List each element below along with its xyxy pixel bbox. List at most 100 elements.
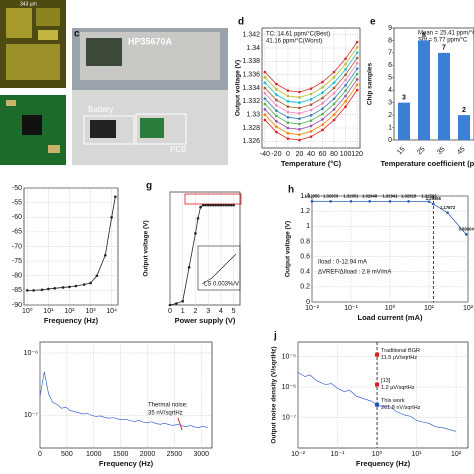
battery	[90, 120, 116, 138]
marker	[229, 203, 233, 207]
x-axis-label: Power supply (V)	[175, 316, 236, 325]
y-axis-label: Output voltage (V)	[285, 221, 292, 277]
annotation: TC: 14.61 ppm/°C(Best)	[266, 32, 330, 38]
x-tick-label: 4	[219, 308, 223, 315]
marker	[298, 106, 301, 110]
marker	[321, 102, 324, 105]
x-tick-label: 10⁰	[372, 450, 383, 458]
y-tick-label: -70	[12, 243, 22, 250]
marker	[309, 124, 313, 128]
marker	[263, 113, 267, 116]
marker	[309, 103, 313, 106]
data-label: 1.29366	[426, 196, 442, 201]
marker	[344, 89, 347, 92]
x-tick-label: 25	[416, 146, 427, 157]
data-label: 1.32953	[323, 193, 339, 198]
marker	[332, 113, 336, 116]
plot-frame	[23, 187, 119, 306]
y-tick-label: -90	[12, 302, 22, 309]
x-tick-label: -40	[260, 151, 270, 158]
marker	[286, 110, 290, 114]
marker	[103, 253, 107, 257]
panel-label: d	[238, 17, 244, 28]
x-tick-label: 10²	[64, 308, 75, 315]
marker	[32, 289, 35, 292]
x-tick-label: 15	[396, 146, 407, 157]
y-tick-label: 1.34	[246, 45, 260, 52]
marker	[332, 86, 336, 90]
marker	[321, 80, 324, 84]
line	[311, 200, 467, 235]
x-tick-label: 2500	[167, 451, 183, 458]
x-tick-label: 10¹	[424, 305, 435, 312]
marker	[329, 200, 332, 203]
marker	[309, 87, 313, 90]
marker	[332, 102, 336, 106]
x-tick-label: -20	[271, 151, 281, 158]
x-tick-label: 0	[286, 151, 290, 158]
marker	[263, 108, 267, 111]
y-tick-label: 1.342	[242, 32, 260, 39]
marker	[286, 137, 290, 140]
y-tick-label: 1.328	[242, 125, 260, 132]
marker	[332, 92, 336, 95]
marker	[344, 68, 347, 71]
marker	[224, 203, 228, 207]
x-tick-label: 0	[168, 308, 172, 315]
line	[39, 371, 208, 429]
y-tick-label: 0.4	[300, 269, 310, 276]
marker	[355, 83, 359, 86]
data-label: 3	[402, 95, 406, 102]
instrument-label: HP35670A	[128, 36, 173, 46]
marker	[263, 118, 267, 122]
x-axis-label: Load current (mA)	[357, 313, 423, 322]
data-label: 1.17872	[440, 205, 456, 210]
x-tick-label: 10²	[463, 305, 474, 312]
marker	[263, 81, 267, 84]
line	[27, 196, 116, 291]
chip-block	[6, 8, 32, 38]
x-tick-label: 1	[181, 308, 185, 315]
marker	[275, 93, 278, 96]
x-tick-label: 3	[206, 308, 210, 315]
marker	[355, 62, 359, 65]
y-tick-label: 0.8	[300, 238, 310, 245]
y-tick-label: 6	[388, 62, 392, 69]
annotation: 35 nV/sqrtHz	[148, 411, 183, 417]
marker	[286, 132, 290, 135]
marker	[263, 70, 267, 74]
x-tick-label: 20	[296, 151, 304, 158]
x-tick-label: 120	[351, 151, 363, 158]
marker	[68, 285, 71, 289]
point-label: Traditional BGR	[381, 348, 420, 354]
pcb-part	[48, 145, 60, 153]
panel-label: g	[146, 181, 152, 192]
annotation: Std = 5.77 ppm/°C	[418, 38, 468, 44]
y-tick-label: 3	[388, 100, 392, 107]
marker	[309, 119, 313, 122]
x-tick-label: 3000	[193, 451, 209, 458]
marker	[286, 105, 290, 108]
marker	[286, 126, 290, 130]
point	[375, 382, 380, 387]
data-label: 1.32955	[304, 193, 320, 198]
marker	[309, 114, 313, 117]
marker	[332, 81, 336, 84]
marker	[344, 73, 347, 76]
x-axis-label: Frequency (Hz)	[44, 316, 99, 325]
marker	[47, 287, 50, 291]
y-tick-label: -55	[12, 199, 22, 206]
bar	[398, 102, 410, 140]
inset-box	[197, 245, 241, 291]
y-tick-label: 8	[388, 37, 392, 44]
marker	[286, 100, 290, 103]
plot-frame	[39, 341, 213, 449]
marker	[61, 286, 65, 289]
marker	[446, 211, 449, 215]
marker	[263, 76, 267, 79]
data-label: 1.32951	[343, 193, 359, 198]
y-tick-label: 1.334	[242, 85, 260, 92]
annotation: Iload : 0-12.94 mA	[318, 260, 367, 266]
data-label: 1.32948	[362, 193, 378, 198]
y-axis-label: Output voltage (V)	[143, 220, 150, 276]
